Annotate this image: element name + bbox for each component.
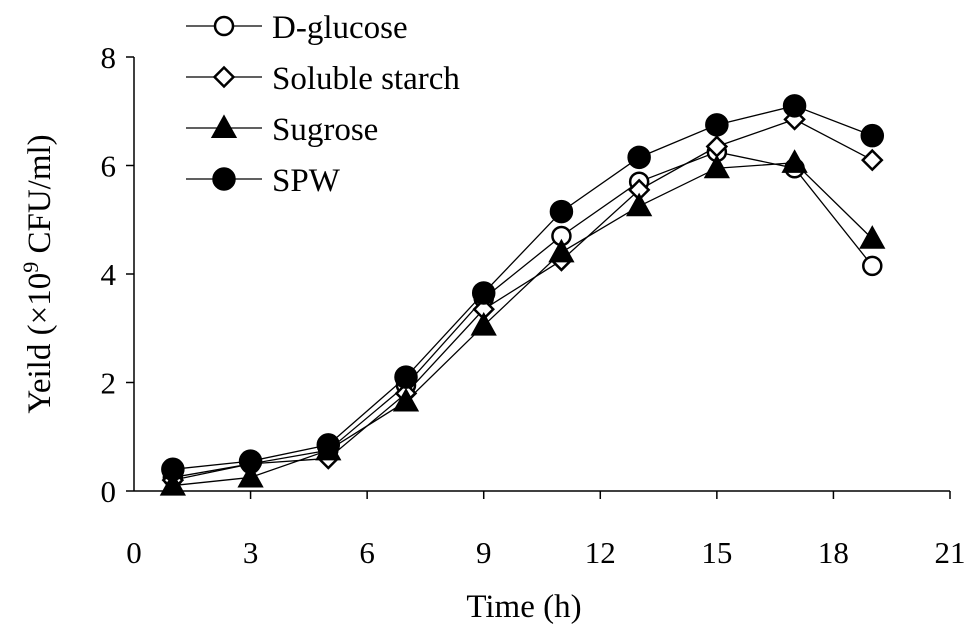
data-point-sugrose — [392, 387, 420, 412]
axes: 0 2 4 6 8 0 3 6 9 12 15 18 21 — [101, 40, 966, 570]
data-point-spw — [627, 145, 651, 170]
data-point-spw — [782, 94, 807, 118]
series-line-d-glucose — [172, 151, 873, 479]
x-tick-label: 0 — [126, 535, 142, 570]
series-line-sugrose — [172, 162, 873, 487]
legend-entry-sugrose: Sugrose — [186, 112, 378, 148]
x-tick-label: 15 — [701, 535, 732, 570]
data-point-spw — [316, 433, 341, 457]
data-point-soluble-starch — [861, 148, 884, 172]
data-point-spw — [549, 199, 574, 224]
legend-entry-spw: SPW — [186, 163, 341, 199]
series-layer — [159, 94, 886, 496]
series-line-spw — [172, 105, 873, 470]
series-spw — [161, 94, 885, 482]
data-point-sugrose — [470, 311, 497, 336]
y-tick-label: 2 — [101, 366, 117, 401]
legend-label: D-glucose — [272, 10, 408, 46]
legend-entry-d-glucose: D-glucose — [186, 10, 408, 46]
data-point-spw — [161, 457, 185, 482]
legend-marker — [210, 114, 238, 139]
data-point-spw — [394, 365, 418, 389]
series-line-soluble-starch — [172, 118, 873, 481]
x-tick-label: 3 — [243, 535, 259, 570]
y-axis-title: Yeild (×109 CFU/ml) — [18, 134, 58, 413]
y-tick-label: 0 — [101, 474, 117, 509]
legend-label: Soluble starch — [272, 61, 460, 97]
legend-label: Sugrose — [272, 112, 378, 148]
legend-entry-soluble-starch: Soluble starch — [186, 61, 460, 97]
y-tick-label: 6 — [101, 149, 117, 184]
legend-label: SPW — [272, 163, 341, 199]
legend-marker — [212, 167, 236, 191]
y-tick-label: 8 — [101, 40, 117, 75]
data-point-sugrose — [237, 463, 264, 488]
y-axis-title-superscript: 9 — [18, 262, 43, 273]
data-point-sugrose — [703, 154, 730, 179]
x-tick-label: 18 — [818, 535, 849, 570]
legend-marker — [212, 65, 236, 89]
y-tick-label: 4 — [101, 257, 117, 292]
data-point-spw — [471, 281, 496, 305]
x-tick-label: 6 — [359, 535, 375, 570]
data-point-sugrose — [626, 192, 653, 217]
data-point-spw — [238, 449, 263, 473]
data-point-sugrose — [859, 225, 886, 249]
x-tick-label: 21 — [935, 535, 966, 570]
legend: D-glucose Soluble starch Sugrose SPW — [186, 10, 460, 199]
data-point-sugrose — [159, 472, 186, 496]
y-axis-title-suffix: CFU/ml) — [22, 134, 58, 261]
data-point-sugrose — [548, 238, 575, 263]
data-point-spw — [705, 113, 729, 137]
data-point-d-glucose — [862, 255, 883, 277]
x-tick-label: 12 — [585, 535, 616, 570]
data-point-sugrose — [781, 149, 808, 173]
x-tick-label: 9 — [476, 535, 492, 570]
series-sugrose — [159, 149, 886, 496]
data-point-spw — [860, 123, 885, 148]
x-axis-title: Time (h) — [466, 589, 581, 625]
legend-marker — [213, 15, 235, 37]
y-axis-title-prefix: Yeild (×10 — [22, 273, 58, 414]
